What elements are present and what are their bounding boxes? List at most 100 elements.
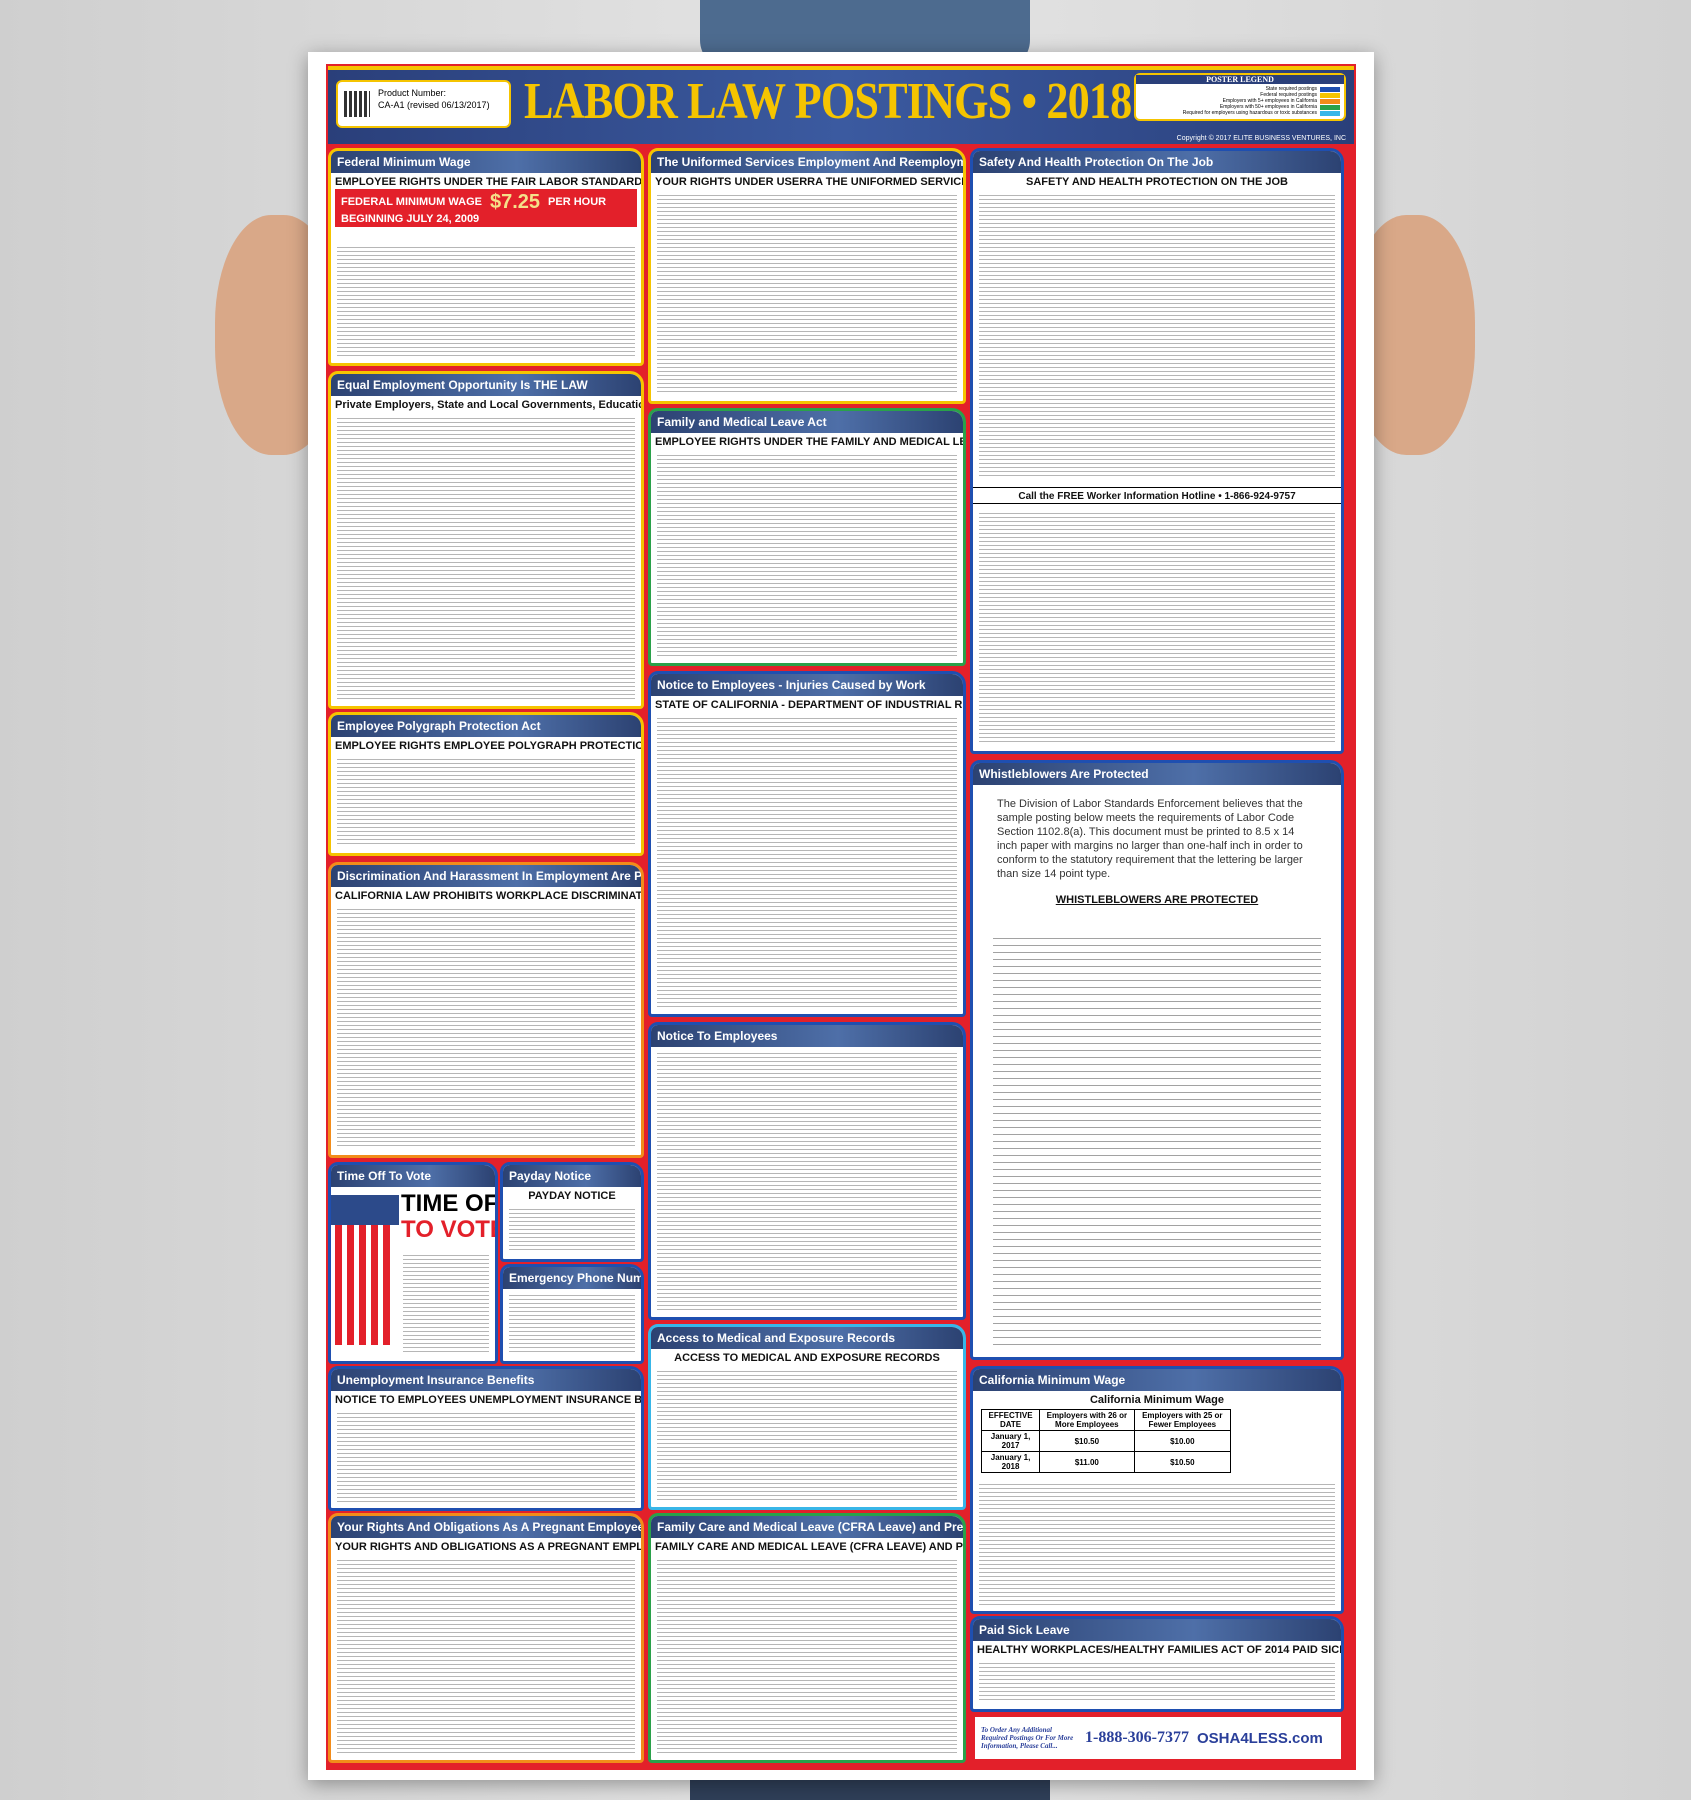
legend-item: Employers with 50+ employees in Californ… [1140,104,1340,110]
section-title: Time Off To Vote [331,1165,495,1187]
section-text [337,1560,635,1754]
poster-legend: POSTER LEGEND State required postings Fed… [1134,73,1346,121]
section-subtitle: California Minimum Wage [1089,1394,1225,1406]
ca-wage-table: EFFECTIVE DATE Employers with 26 or More … [980,1409,1232,1473]
wage-table-header: Employers with 26 or More Employees [1039,1409,1135,1431]
wage-table-header: EFFECTIVE DATE [980,1409,1041,1431]
section-subtitle: HEALTHY WORKPLACES/HEALTHY FAMILIES ACT … [977,1644,1341,1656]
legend-item: State required postings [1140,86,1340,92]
legend-label: Required for employers using hazardous o… [1182,110,1317,116]
poster-section-the-uniformed-services-employment-and-reemployment-rights-act: The Uniformed Services Employment And Re… [648,148,966,404]
section-text [337,909,635,1149]
poster-section-time-off-to-vote: Time Off To Vote TIME OFFTO VOTE [328,1162,498,1364]
section-title: Access to Medical and Exposure Records [651,1327,963,1349]
section-subtitle: STATE OF CALIFORNIA - DEPARTMENT OF INDU… [655,699,963,711]
qr-code-icon [344,91,370,117]
legend-swatch [1320,98,1340,104]
wage-since: BEGINNING JULY 24, 2009 [341,213,480,225]
poster-section-family-care-and-medical-leave-cfra-leave-and-pregnancy-disability-leave: Family Care and Medical Leave (CFRA Leav… [648,1513,966,1763]
legend-item: Employers with 5+ employees in Californi… [1140,98,1340,104]
section-text [657,1053,957,1311]
section-text [657,1371,957,1501]
section-text [979,1484,1335,1605]
poster-section-access-to-medical-and-exposure-records: Access to Medical and Exposure Records AC… [648,1324,966,1510]
wage-table-cell: January 1, 2018 [980,1451,1041,1473]
safety-hotline: Call the FREE Worker Information Hotline… [973,487,1341,504]
wage-label: FEDERAL MINIMUM WAGE [341,196,482,208]
section-text [337,418,635,700]
legend-swatch [1320,110,1340,116]
section-title: Federal Minimum Wage [331,151,641,173]
section-subtitle: CALIFORNIA LAW PROHIBITS WORKPLACE DISCR… [335,890,641,902]
ballot-box-top [331,1195,399,1225]
section-text [657,195,957,395]
poster-section-discrimination-and-harassment-in-employment-are-prohibited-by-law: Discrimination And Harassment In Employm… [328,862,644,1158]
section-text [337,1413,635,1502]
wage-table-cell: $10.50 [1133,1451,1232,1473]
vote-line1: TIME OFF [401,1190,498,1217]
wage-amount: $7.25 [489,191,541,213]
section-title: Employee Polygraph Protection Act [331,715,641,737]
time-off-to-vote-heading: TIME OFFTO VOTE [401,1190,498,1243]
legend-label: Employers with 50+ employees in Californ… [1219,104,1317,110]
product-number: CA-A1 (revised 06/13/2017) [378,100,490,110]
poster-section-payday-notice: Payday Notice PAYDAY NOTICE [500,1162,644,1262]
section-text [979,195,1335,476]
order-phone: 1-888-306-7377 [1085,1729,1189,1746]
section-title: Notice To Employees [651,1025,963,1047]
section-subtitle: ACCESS TO MEDICAL AND EXPOSURE RECORDS [674,1352,940,1364]
section-subtitle: EMPLOYEE RIGHTS EMPLOYEE POLYGRAPH PROTE… [335,740,641,752]
section-title: Whistleblowers Are Protected [973,763,1341,785]
poster-section-safety-and-health-protection-on-the-job: Safety And Health Protection On The Job S… [970,148,1344,754]
order-footer: To Order Any Additional Required Posting… [972,1714,1344,1762]
poster-section-employee-polygraph-protection-act: Employee Polygraph Protection Act EMPLOYE… [328,712,644,856]
federal-wage-bar: FEDERAL MINIMUM WAGE $7.25 PER HOUR BEGINNI… [335,189,637,227]
section-title: Payday Notice [503,1165,641,1187]
section-text [337,759,635,847]
wage-table-header: Employers with 25 or Fewer Employees [1133,1409,1232,1431]
section-text [993,938,1321,1351]
section-subtitle: YOUR RIGHTS UNDER USERRA THE UNIFORMED S… [655,176,963,188]
wage-table-cell: January 1, 2017 [980,1430,1041,1452]
section-title: Emergency Phone Numbers [503,1267,641,1289]
section-title: Family Care and Medical Leave (CFRA Leav… [651,1516,963,1538]
section-title: Unemployment Insurance Benefits [331,1369,641,1391]
section-subtitle: SAFETY AND HEALTH PROTECTION ON THE JOB [1026,176,1288,188]
poster-title: LABOR LAW POSTINGS • 2018 [524,73,1132,130]
product-label: Product Number: [378,88,447,98]
legend-swatch [1320,92,1340,98]
section-title: Safety And Health Protection On The Job [973,151,1341,173]
section-text [657,1560,957,1754]
legend-item: Federal required postings [1140,92,1340,98]
section-text [403,1255,489,1355]
section-text [979,1663,1335,1703]
section-title: Equal Employment Opportunity Is THE LAW [331,374,641,396]
brand-logo: OSHA4LESS.com [1196,1729,1323,1747]
wage-table-cell: $10.00 [1133,1430,1232,1452]
section-text [657,718,957,1008]
legend-label: Employers with 5+ employees in Californi… [1222,98,1317,104]
poster-section-emergency-phone-numbers: Emergency Phone Numbers [500,1264,644,1364]
poster-section-equal-employment-opportunity-is-the-law: Equal Employment Opportunity Is THE LAW P… [328,371,644,709]
section-title: Family and Medical Leave Act [651,411,963,433]
legend-item: Required for employers using hazardous o… [1140,110,1340,116]
section-title: California Minimum Wage [973,1369,1341,1391]
section-title: Discrimination And Harassment In Employm… [331,865,641,887]
section-subtitle: EMPLOYEE RIGHTS UNDER THE FAMILY AND MED… [655,436,963,448]
section-subtitle: WHISTLEBLOWERS ARE PROTECTED [1055,894,1259,906]
section-title: Paid Sick Leave [973,1619,1341,1641]
section-subtitle: PAYDAY NOTICE [528,1190,616,1202]
poster-section-family-and-medical-leave-act: Family and Medical Leave Act EMPLOYEE RIG… [648,408,966,666]
section-subtitle: Private Employers, State and Local Gover… [335,399,641,411]
copyright: Copyright © 2017 ELITE BUSINESS VENTURES… [1176,135,1346,142]
vote-line2: TO VOTE [401,1216,498,1243]
legend-label: State required postings [1265,86,1317,92]
section-text [509,1295,635,1355]
poster-section-california-minimum-wage: California Minimum Wage California Minimu… [970,1366,1344,1614]
section-text [337,247,635,357]
product-number-box: Product Number: CA-A1 (revised 06/13/201… [336,80,511,128]
poster-section-notice-to-employees: Notice To Employees [648,1022,966,1320]
section-text [979,513,1335,745]
whistleblower-intro: The Division of Labor Standards Enforcem… [997,798,1303,880]
wage-per: PER HOUR [548,196,607,208]
